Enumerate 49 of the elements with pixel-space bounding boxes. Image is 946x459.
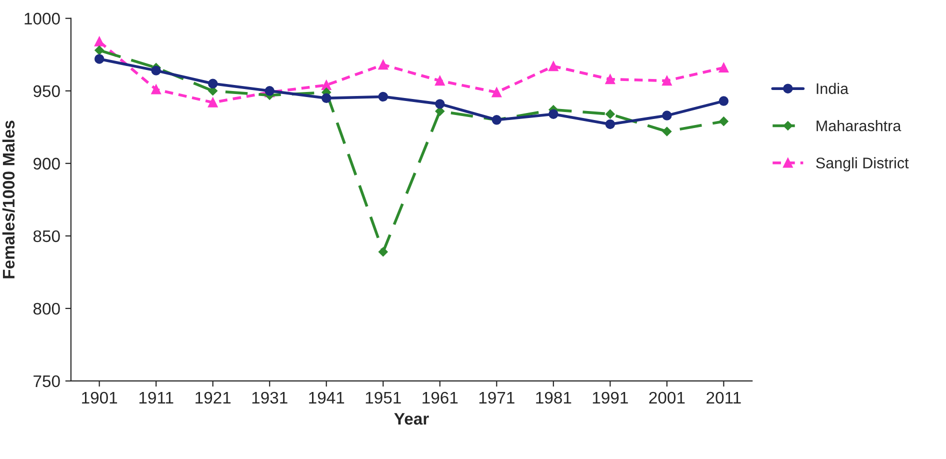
point [548, 61, 558, 72]
point [606, 109, 615, 119]
point [662, 76, 672, 86]
point [605, 74, 616, 84]
y-tick-label: 900 [34, 158, 60, 170]
x-axis-title: Year [394, 413, 429, 425]
point [435, 76, 445, 86]
point [208, 98, 218, 108]
y-tick-label: 750 [34, 375, 60, 388]
point [94, 36, 104, 46]
x-tick-label: 1991 [592, 392, 628, 404]
x-tick-label: 1921 [196, 392, 231, 404]
x-tick-label: 1911 [139, 392, 174, 404]
x-tick-label: 1951 [366, 392, 401, 404]
point [718, 96, 729, 106]
point [662, 126, 672, 136]
point [435, 106, 445, 116]
y-tick-label: 850 [33, 230, 60, 242]
point [492, 87, 502, 98]
point [208, 78, 218, 88]
point [719, 116, 728, 126]
point [435, 99, 445, 109]
point [151, 66, 161, 76]
legend-label: India [816, 82, 849, 94]
legend-label: Sangli District [816, 157, 909, 172]
point [378, 247, 388, 257]
y-tick-label: 800 [33, 302, 60, 315]
point [718, 62, 729, 73]
x-tick-label: 1971 [479, 392, 514, 404]
point [548, 109, 558, 119]
x-tick-label: 1931 [252, 392, 288, 404]
y-tick-label: 1000 [24, 12, 60, 25]
point [378, 92, 388, 102]
point [378, 60, 388, 70]
point [605, 119, 616, 130]
x-tick-label: 1901 [82, 392, 118, 404]
point [94, 46, 104, 55]
point [94, 54, 104, 64]
x-tick-label: 1981 [536, 392, 572, 404]
x-tick-label: 2001 [649, 392, 685, 404]
point [151, 84, 161, 94]
point [662, 110, 672, 120]
x-tick-label: 1941 [309, 392, 344, 404]
y-tick-label: 950 [34, 85, 60, 98]
y-axis-title: Females/1000 Males [2, 120, 15, 278]
point [322, 93, 332, 103]
x-tick-label: 2011 [706, 392, 741, 404]
x-tick-label: 1961 [422, 392, 458, 404]
legend-label: Maharashtra [816, 120, 902, 132]
